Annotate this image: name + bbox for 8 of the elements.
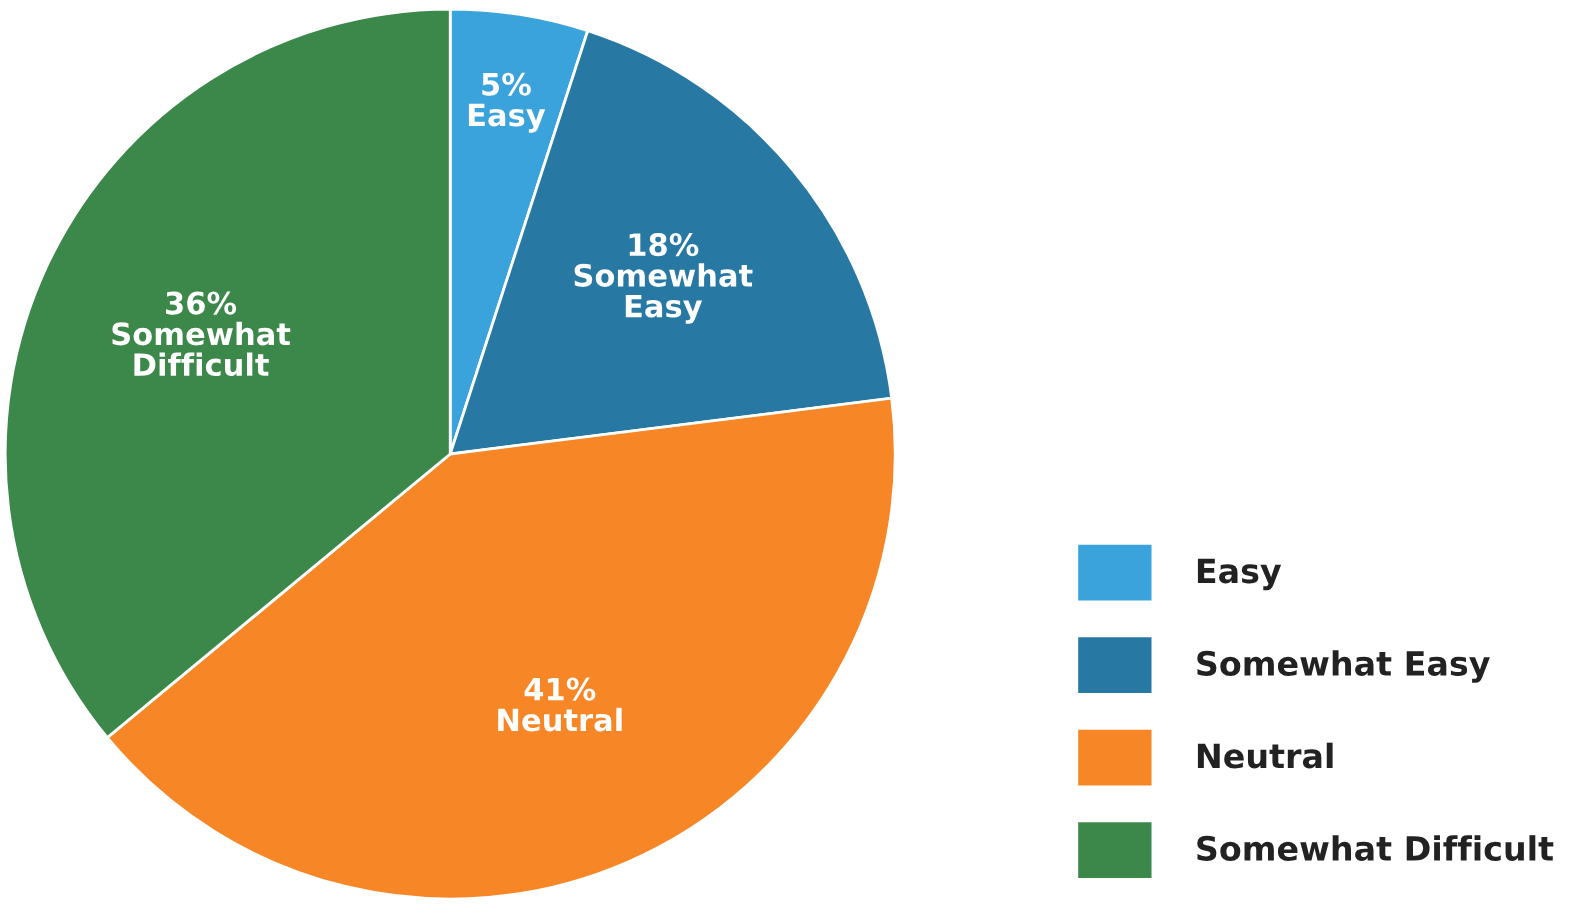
legend-label: Somewhat Difficult bbox=[1197, 835, 1554, 861]
data-label: 36% Somewhat Difficult bbox=[112, 291, 291, 377]
legend-label: Neutral bbox=[1197, 742, 1333, 769]
data-label: 18% Somewhat Easy bbox=[574, 233, 753, 324]
data-label: 5% Easy bbox=[468, 72, 546, 133]
data-label: 41% Neutral bbox=[498, 677, 622, 732]
legend-label: Easy bbox=[1197, 558, 1282, 591]
legend-label: Somewhat Easy bbox=[1197, 650, 1490, 683]
